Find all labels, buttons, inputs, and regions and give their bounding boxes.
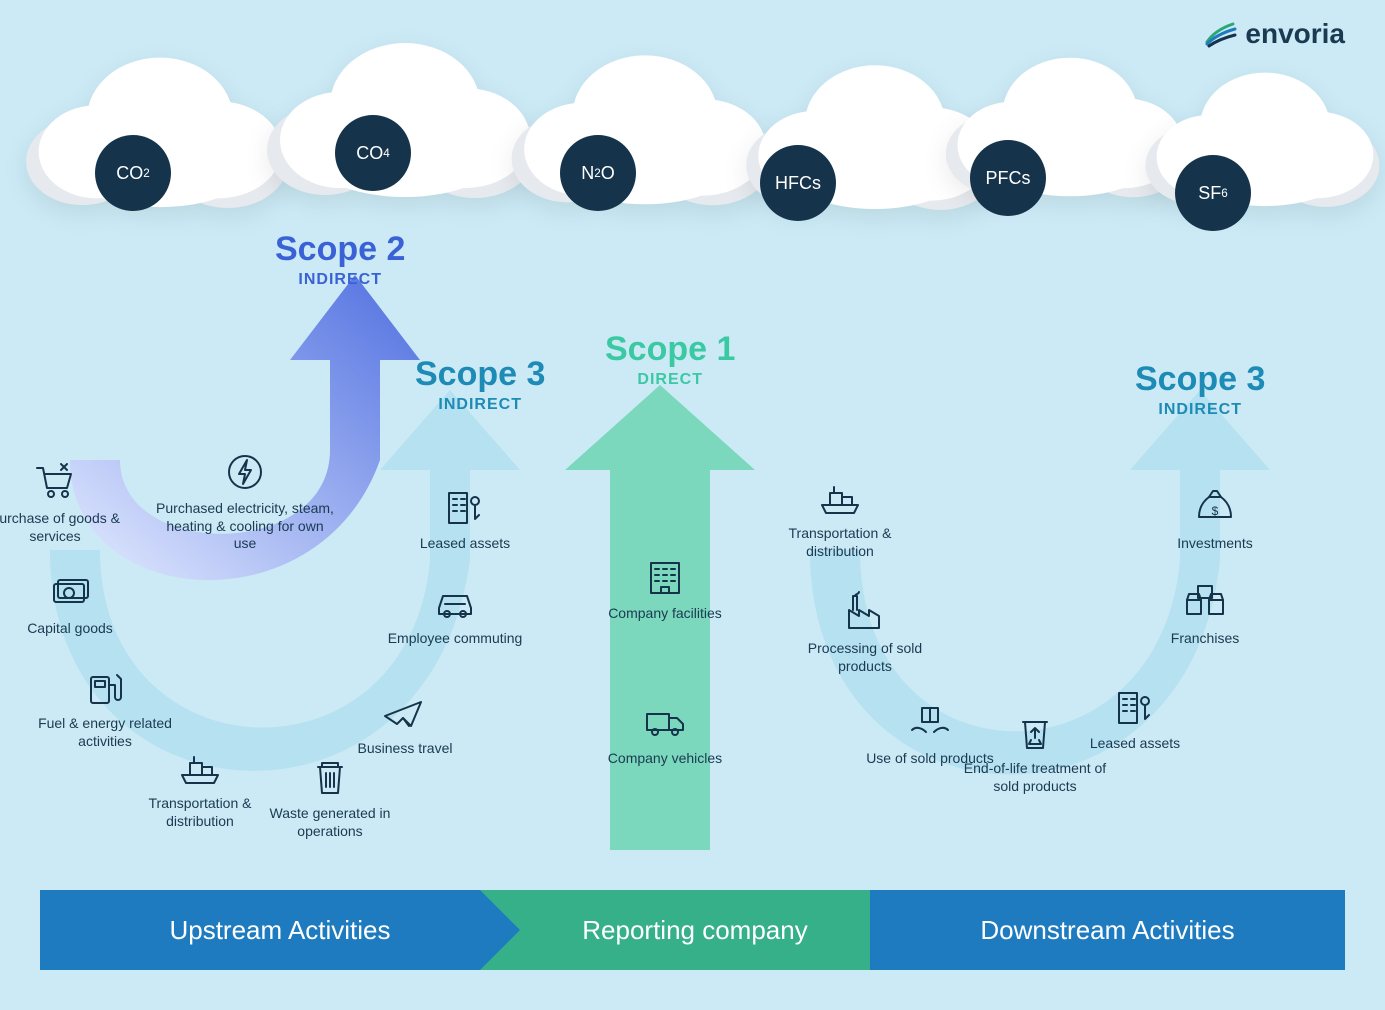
- trash-icon: [255, 755, 405, 799]
- bottom-bar-downstream: Downstream Activities: [870, 890, 1345, 970]
- fuel-icon: [30, 665, 180, 709]
- scope-subtitle: INDIRECT: [415, 396, 545, 414]
- item-label: Transportation & distribution: [765, 525, 915, 560]
- item-emp_commuting: Employee commuting: [380, 580, 530, 648]
- factory-icon: [790, 590, 940, 634]
- item-company_vehicles: Company vehicles: [590, 700, 740, 768]
- item-label: Company facilities: [590, 605, 740, 623]
- item-investments: $ Investments: [1140, 485, 1290, 553]
- scope-title: Scope 1: [605, 330, 735, 369]
- item-label: End-of-life treatment of sold products: [960, 760, 1110, 795]
- item-company_facilities: Company facilities: [590, 555, 740, 623]
- item-label: Investments: [1140, 535, 1290, 553]
- item-label: Leased assets: [1060, 735, 1210, 753]
- infographic-canvas: CO2CO4N2OHFCsPFCsSF6 envoria Scope 2 I: [0, 0, 1385, 1010]
- building-key-icon: [390, 485, 540, 529]
- item-label: Leased assets: [390, 535, 540, 553]
- scope-label-scope3_left: Scope 3 INDIRECT: [415, 355, 545, 414]
- office-icon: [590, 555, 740, 599]
- cart-icon: [0, 460, 130, 504]
- item-waste_ops: Waste generated in operations: [255, 755, 405, 840]
- item-label: Employee commuting: [380, 630, 530, 648]
- item-label: Waste generated in operations: [255, 805, 405, 840]
- item-label: Franchises: [1130, 630, 1280, 648]
- item-label: Capital goods: [0, 620, 145, 638]
- ship-icon: [765, 475, 915, 519]
- item-label: Processing of sold products: [790, 640, 940, 675]
- item-capital_goods: Capital goods: [0, 570, 145, 638]
- bottom-bar-reporting-label: Reporting company: [582, 915, 807, 946]
- ship-icon: [125, 745, 275, 789]
- scope-subtitle: DIRECT: [605, 371, 735, 389]
- item-label: Company vehicles: [590, 750, 740, 768]
- item-transport_dist_down: Transportation & distribution: [765, 475, 915, 560]
- item-fuel_energy: Fuel & energy related activities: [30, 665, 180, 750]
- scope-title: Scope 2: [275, 230, 405, 269]
- item-purchase_goods: Purchase of goods & services: [0, 460, 130, 545]
- bottom-bar-downstream-label: Downstream Activities: [980, 915, 1234, 946]
- cash-icon: [0, 570, 145, 614]
- item-label: Transportation & distribution: [125, 795, 275, 830]
- item-leased_assets_down: Leased assets: [1060, 685, 1210, 753]
- bottom-bar-upstream: Upstream Activities: [40, 890, 520, 970]
- truck-icon: [590, 700, 740, 744]
- item-franchises: Franchises: [1130, 580, 1280, 648]
- item-label: Business travel: [330, 740, 480, 758]
- scope-label-scope1: Scope 1 DIRECT: [605, 330, 735, 389]
- scope-subtitle: INDIRECT: [275, 271, 405, 289]
- item-transport_dist_up: Transportation & distribution: [125, 745, 275, 830]
- scope-title: Scope 3: [1135, 360, 1265, 399]
- scope-label-scope3_right: Scope 3 INDIRECT: [1135, 360, 1265, 419]
- item-purchased_elec: Purchased electricity, steam, heating & …: [155, 450, 335, 553]
- bottom-bar: Upstream Activities Reporting company Do…: [40, 890, 1345, 970]
- scope-subtitle: INDIRECT: [1135, 401, 1265, 419]
- money-bag-icon: $: [1140, 485, 1290, 529]
- bottom-bar-upstream-label: Upstream Activities: [169, 915, 390, 946]
- scope-label-scope2: Scope 2 INDIRECT: [275, 230, 405, 289]
- item-processing_sold: Processing of sold products: [790, 590, 940, 675]
- building-key-icon: [1060, 685, 1210, 729]
- bolt-circle-icon: [155, 450, 335, 494]
- item-label: Purchased electricity, steam, heating & …: [155, 500, 335, 553]
- scope-title: Scope 3: [415, 355, 545, 394]
- svg-text:$: $: [1212, 504, 1219, 518]
- car-icon: [380, 580, 530, 624]
- stores-icon: [1130, 580, 1280, 624]
- item-business_travel: Business travel: [330, 690, 480, 758]
- plane-icon: [330, 690, 480, 734]
- item-leased_assets_up: Leased assets: [390, 485, 540, 553]
- item-label: Purchase of goods & services: [0, 510, 130, 545]
- bottom-bar-reporting: Reporting company: [480, 890, 910, 970]
